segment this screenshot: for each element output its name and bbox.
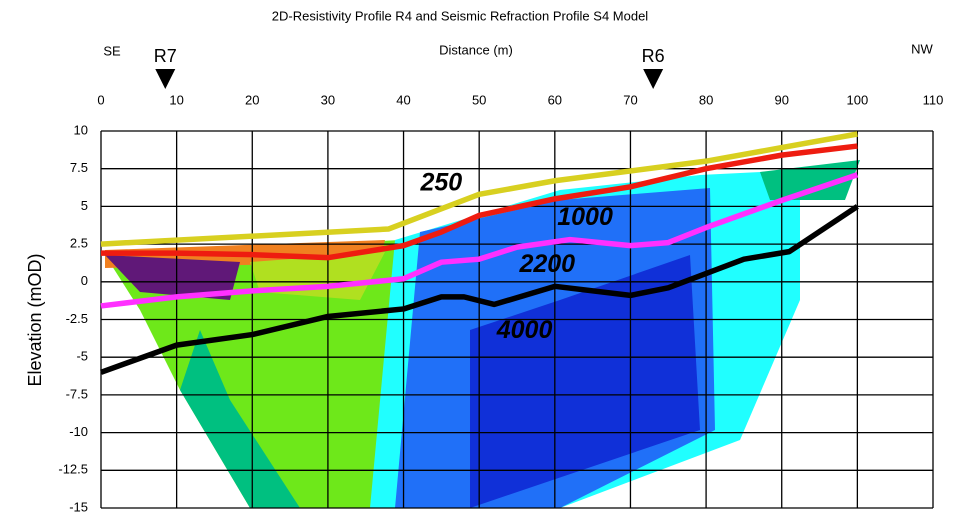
boundary-line xyxy=(101,143,858,261)
x-tick-label: 50 xyxy=(472,92,486,107)
boundary-line xyxy=(100,131,858,247)
boundary-line xyxy=(100,172,859,309)
y-tick-label: 7.5 xyxy=(70,160,88,175)
contour xyxy=(760,160,860,200)
x-tick-label: 40 xyxy=(396,92,410,107)
y-tick-label: -2.5 xyxy=(66,311,88,326)
x-tick-label: 20 xyxy=(245,92,259,107)
x-tick-label: 10 xyxy=(169,92,183,107)
x-tick-label: 0 xyxy=(97,92,104,107)
y-tick-label: 10 xyxy=(74,122,88,137)
marker xyxy=(643,69,664,89)
annotation: 4000 xyxy=(496,316,553,344)
x-tick-label: 90 xyxy=(774,92,788,107)
contour xyxy=(105,255,240,300)
direction-label: SE xyxy=(103,43,121,58)
x-tick-label: 100 xyxy=(847,92,869,107)
marker-label: R7 xyxy=(154,46,177,66)
y-tick-label: -15 xyxy=(69,499,88,514)
x-tick-label: 110 xyxy=(923,92,944,107)
y-axis-label: Elevation (mOD) xyxy=(25,253,45,386)
x-tick-label: 60 xyxy=(548,92,562,107)
contour xyxy=(470,255,700,508)
chart-title: 2D-Resistivity Profile R4 and Seismic Re… xyxy=(272,8,649,23)
annotation: 250 xyxy=(420,168,463,196)
boundary-line xyxy=(100,204,859,375)
contour xyxy=(180,330,300,508)
x-tick-label: 30 xyxy=(321,92,335,107)
direction-label: NW xyxy=(911,41,933,56)
y-tick-label: -7.5 xyxy=(66,386,88,401)
marker-label: R6 xyxy=(642,46,665,66)
x-tick-label: 80 xyxy=(699,92,713,107)
y-tick-label: -5 xyxy=(76,349,88,364)
marker xyxy=(155,69,176,89)
y-tick-label: 2.5 xyxy=(70,236,88,251)
y-tick-label: -10 xyxy=(69,424,88,439)
y-tick-label: 0 xyxy=(81,273,88,288)
x-axis-label: Distance (m) xyxy=(439,42,513,57)
x-tick-label: 70 xyxy=(623,92,637,107)
annotation: 1000 xyxy=(557,203,613,231)
annotation: 2200 xyxy=(518,250,575,278)
y-tick-label: -12.5 xyxy=(58,462,88,477)
y-tick-label: 5 xyxy=(81,198,88,213)
